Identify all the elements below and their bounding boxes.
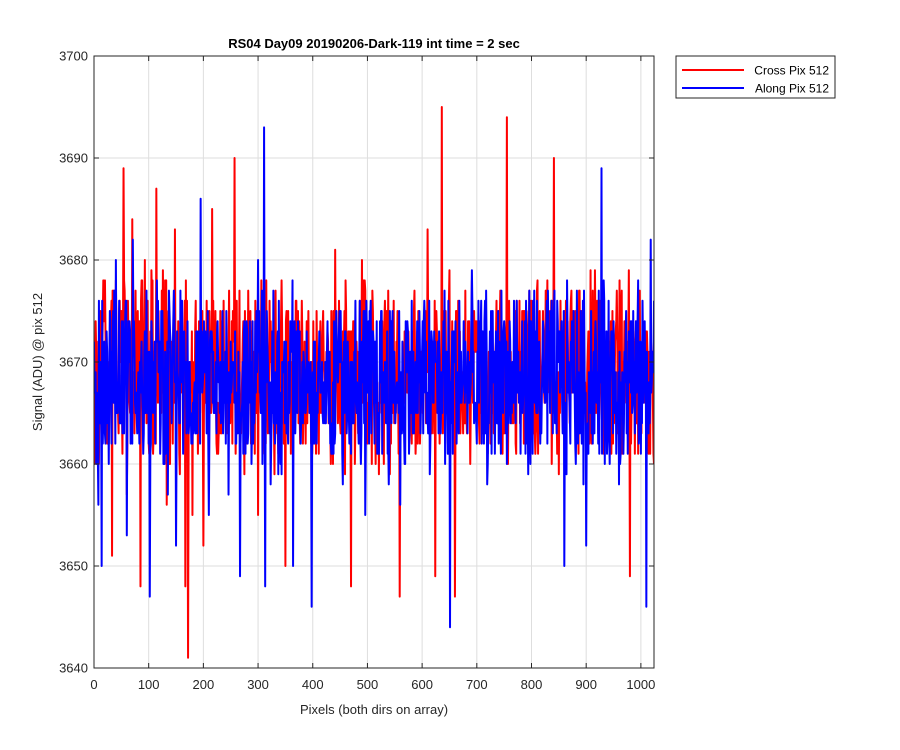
x-tick-label: 400 [302,677,324,692]
y-tick-label: 3690 [59,151,88,166]
ticks: 0 100 200 300 400 500 600 700 800 900 1000 3640 3650… [59,49,655,693]
y-tick-label: 3660 [59,457,88,472]
x-tick-label: 500 [357,677,379,692]
plot-clip [94,106,654,659]
x-tick-label: 800 [521,677,543,692]
y-tick-label: 3700 [59,49,88,64]
x-tick-label: 200 [193,677,215,692]
chart-title: RS04 Day09 20190206-Dark-119 int time = … [228,36,520,51]
x-axis-label: Pixels (both dirs on array) [300,702,448,717]
x-tick-label: 100 [138,677,160,692]
y-tick-label: 3650 [59,559,88,574]
x-tick-label: 700 [466,677,488,692]
y-tick-label: 3640 [59,661,88,676]
x-tick-label: 0 [90,677,97,692]
series-layer [94,106,654,659]
y-tick-label: 3680 [59,253,88,268]
y-axis-label: Signal (ADU) @ pix 512 [30,293,45,431]
x-tick-label: 900 [575,677,597,692]
x-tick-label: 1000 [626,677,655,692]
series-line-along [94,126,654,629]
legend-label-cross: Cross Pix 512 [754,64,829,78]
x-tick-label: 300 [247,677,269,692]
legend-box [675,55,836,99]
y-tick-label: 3670 [59,355,88,370]
legend: Cross Pix 512 Along Pix 512 [675,55,836,99]
legend-label-along: Along Pix 512 [755,82,829,96]
x-tick-label: 600 [411,677,433,692]
